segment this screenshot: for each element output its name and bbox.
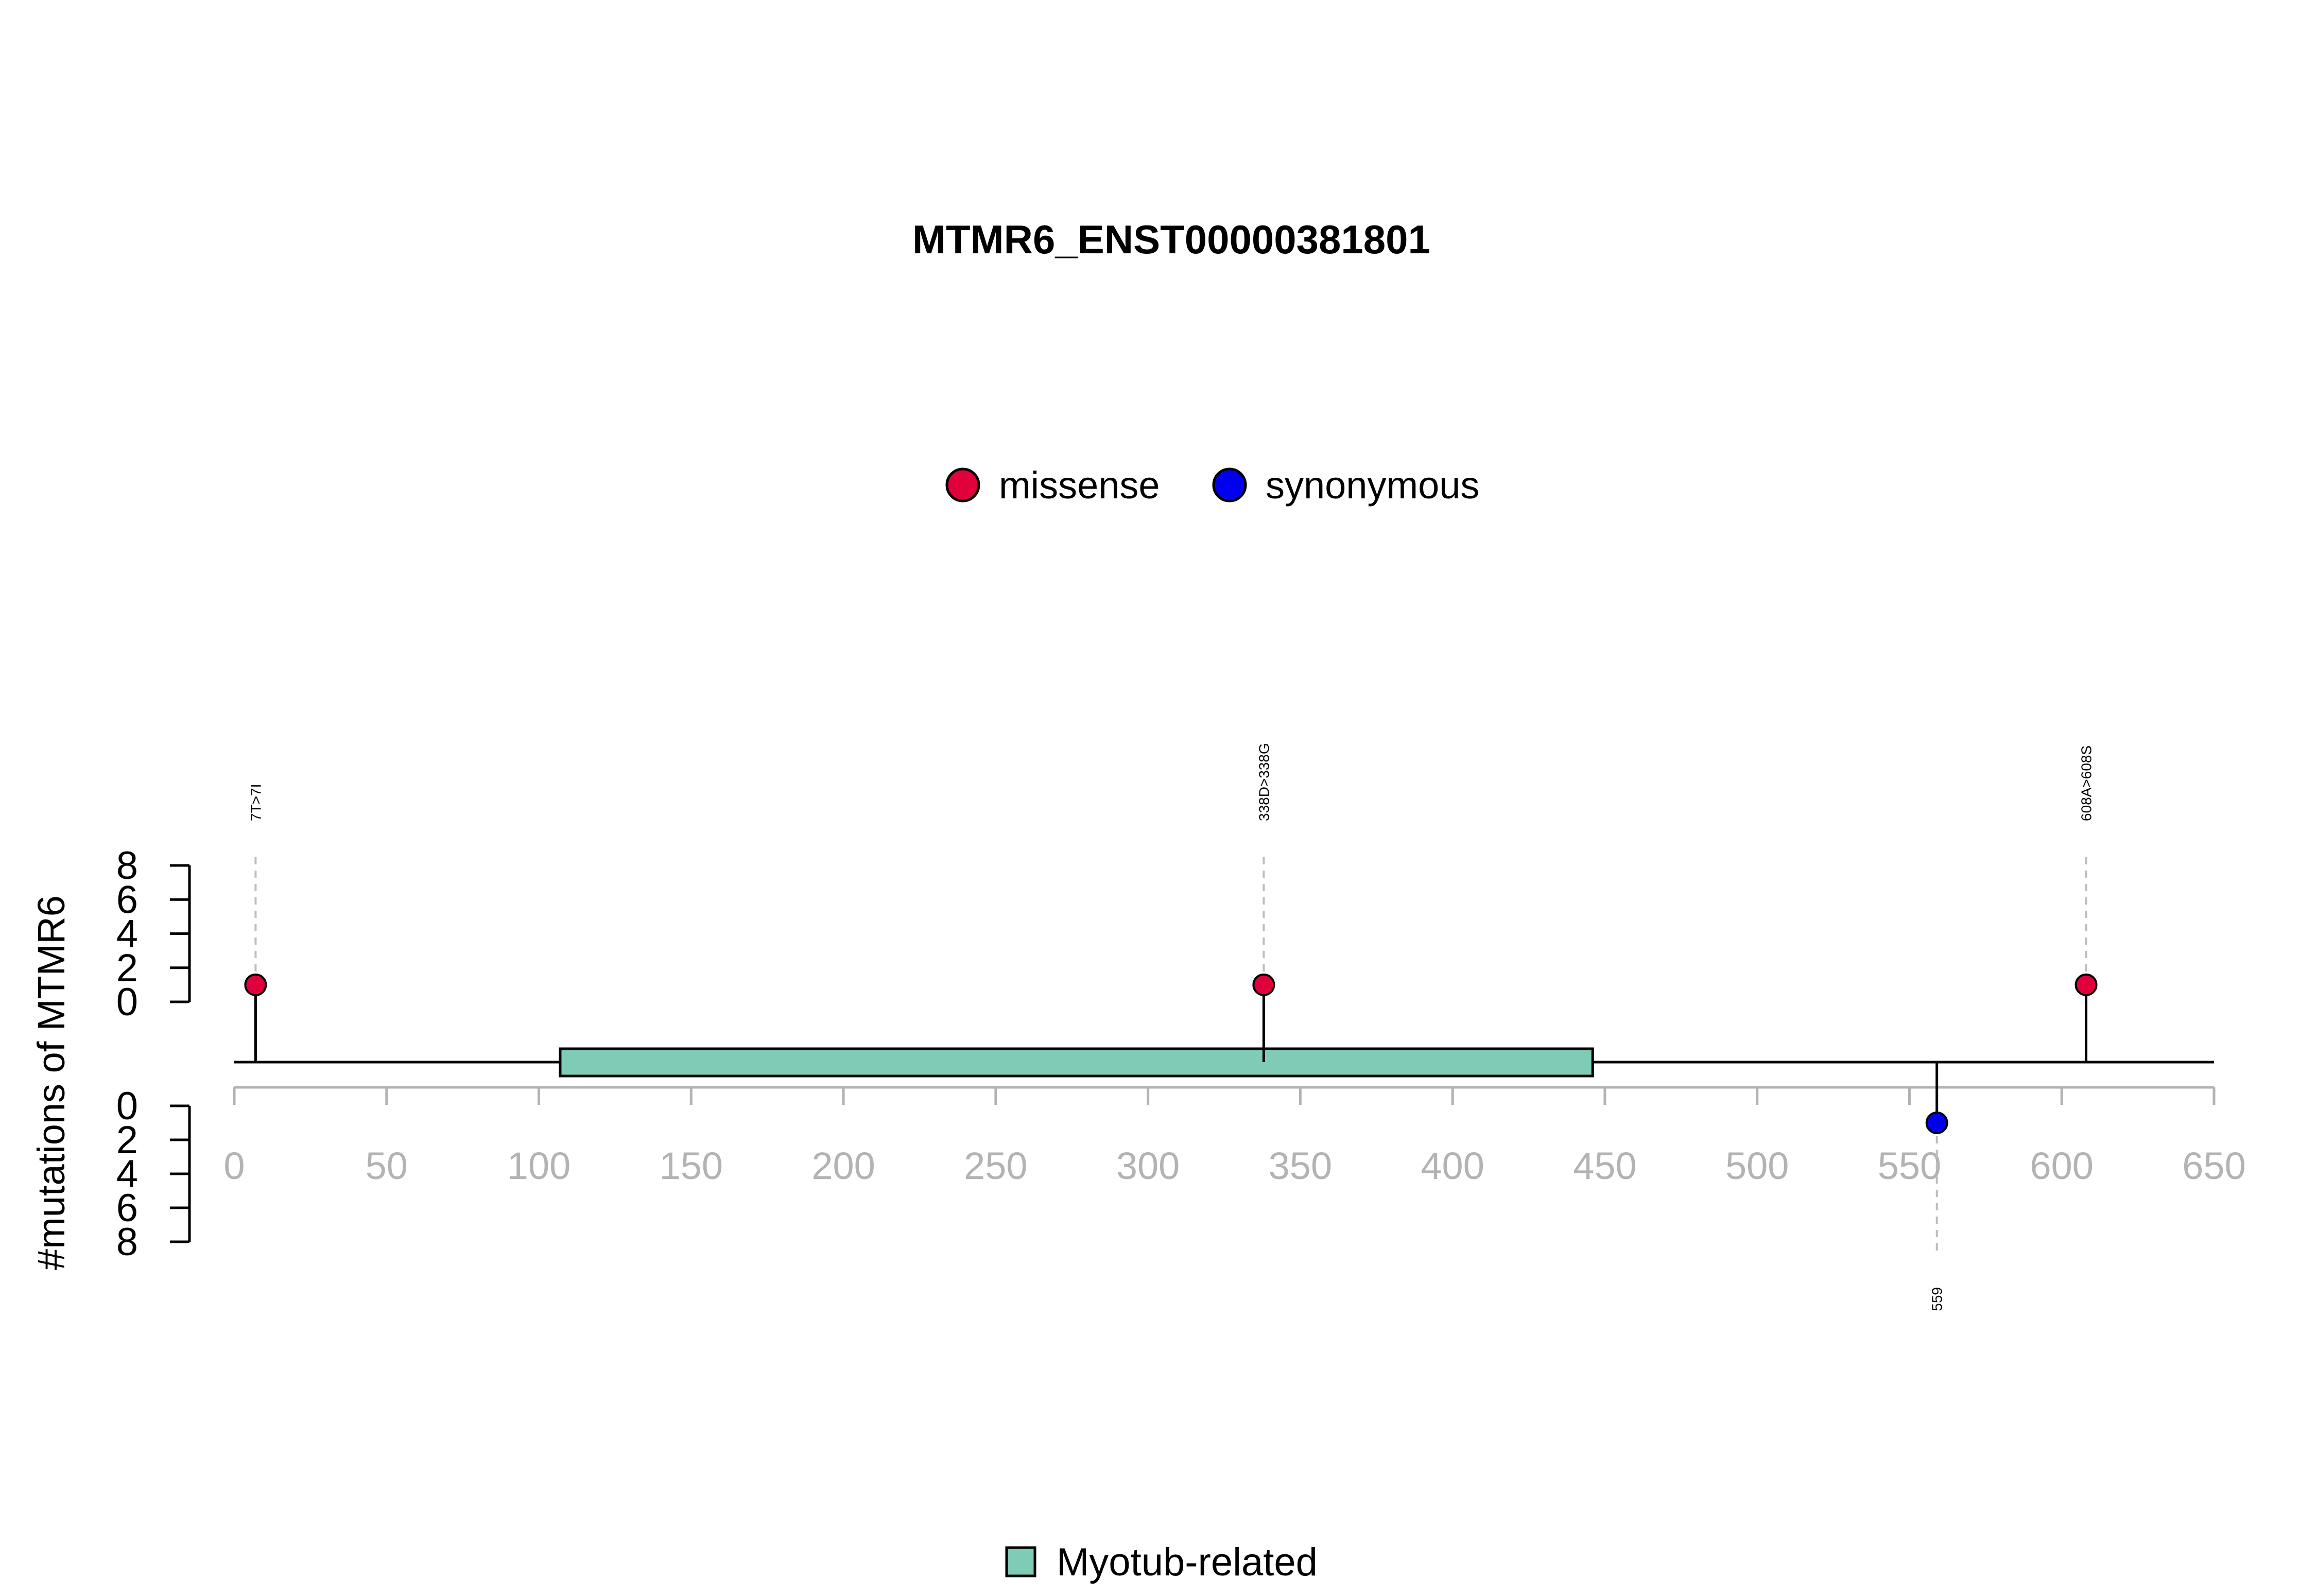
mutation-point: [1252, 973, 1275, 996]
y-bottom-tick-label: 2: [116, 1118, 138, 1162]
x-tick-label: 300: [1116, 1144, 1180, 1187]
mutation-lollipops: 7T>7I 338D>338G 608A>608S 559: [244, 743, 2098, 1311]
chart-title: MTMR6_ENST00000381801: [912, 217, 1430, 262]
y-top-tick-label: 2: [116, 946, 138, 990]
mutation-label: 338D>338G: [1256, 743, 1272, 821]
x-tick-label: 450: [1573, 1144, 1636, 1187]
domain-box: [559, 1047, 1594, 1078]
legend-marker-synonymous: [1212, 467, 1247, 502]
domain-legend: Myotub-related: [1005, 1540, 1318, 1584]
x-tick-label: 650: [2182, 1144, 2245, 1187]
mutation-point: [2074, 973, 2098, 996]
mutation-label: 7T>7I: [248, 784, 264, 821]
x-tick-label: 600: [2030, 1144, 2093, 1187]
y-bottom-tick-label: 6: [116, 1186, 138, 1230]
mutation-point: [1925, 1112, 1948, 1134]
y-axis-label: #mutations of MTMR6: [30, 895, 73, 1270]
x-tick-label: 250: [964, 1144, 1027, 1187]
y-bottom-tick-label: 0: [116, 1084, 138, 1128]
x-axis: 0 50 100 150 200 250 300 350 400 450 500 550 600 650: [223, 1086, 2246, 1187]
legend-label-synonymous: synonymous: [1266, 464, 1479, 507]
x-tick-label: 0: [223, 1144, 245, 1187]
domain-legend-swatch: [1005, 1546, 1036, 1577]
x-tick-label: 150: [660, 1144, 723, 1187]
x-tick-label: 350: [1269, 1144, 1332, 1187]
protein-backbone: [234, 1047, 2214, 1078]
y-top-tick-label: 8: [116, 844, 138, 888]
x-tick-label: 500: [1725, 1144, 1789, 1187]
y-top-tick-label: 4: [116, 912, 138, 956]
x-tick-label: 550: [1878, 1144, 1941, 1187]
y-bottom-tick-label: 4: [116, 1152, 138, 1196]
mutation-label: 608A>608S: [2079, 745, 2095, 821]
legend-marker-missense: [945, 467, 980, 502]
domain-legend-label: Myotub-related: [1057, 1540, 1318, 1584]
y-bottom-tick-label: 8: [116, 1220, 138, 1264]
legend-label-missense: missense: [999, 464, 1160, 507]
mutation-label: 559: [1929, 1287, 1945, 1311]
x-tick-label: 50: [366, 1144, 408, 1187]
y-top-tick-label: 0: [116, 980, 138, 1024]
y-top-tick-label: 6: [116, 878, 138, 922]
x-tick-label: 100: [507, 1144, 570, 1187]
x-tick-label: 400: [1421, 1144, 1484, 1187]
mutation-point: [244, 973, 267, 996]
mutation-legend: missense synonymous: [945, 464, 1479, 507]
x-tick-label: 200: [811, 1144, 875, 1187]
